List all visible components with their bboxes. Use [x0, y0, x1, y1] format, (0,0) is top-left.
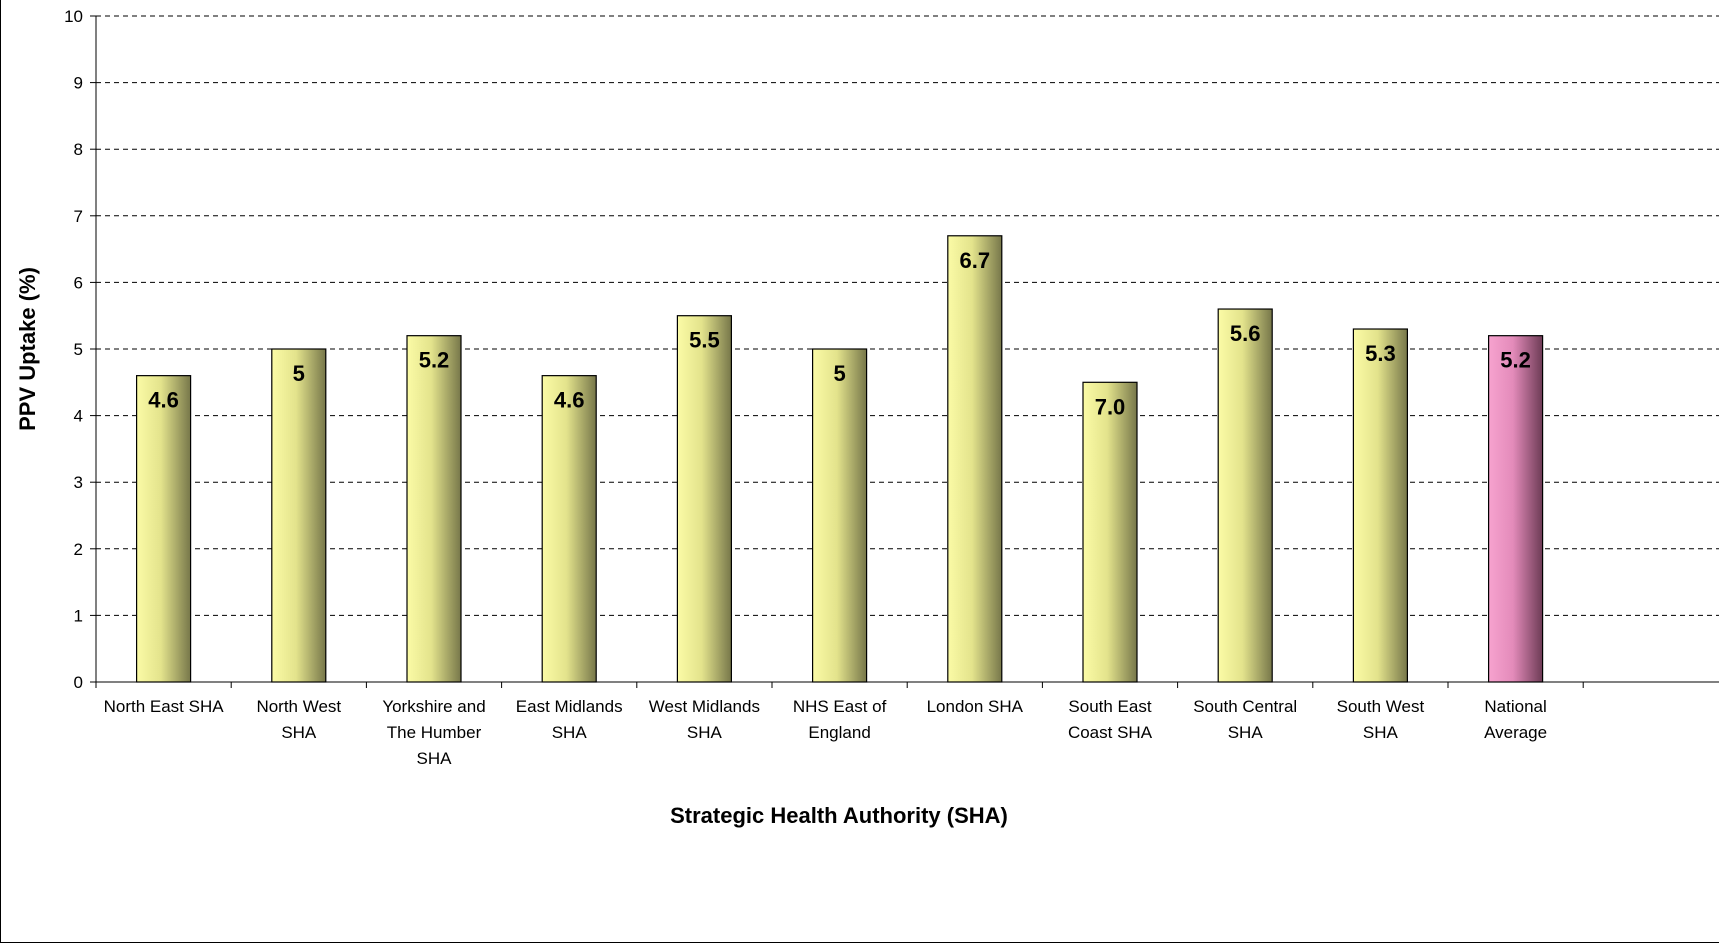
x-category-label: National Average [1484, 697, 1547, 742]
x-category-label: NHS East of England [793, 697, 887, 742]
data-label: 4.6 [148, 388, 179, 413]
x-category-label: Yorkshire and The Humber SHA [382, 697, 485, 768]
y-tick-label: 8 [74, 140, 83, 159]
data-label: 5.6 [1230, 321, 1261, 346]
data-label: 6.7 [960, 248, 991, 273]
x-category-label: North West SHA [256, 697, 341, 742]
x-axis-title: Strategic Health Authority (SHA) [670, 803, 1008, 828]
bar [136, 375, 192, 683]
data-labels: 4.6 5 5.2 4.6 5.5 5 6.7 7.0 5.6 5.3 5.2 [148, 248, 1531, 420]
bar [271, 348, 327, 683]
data-label: 5.5 [689, 328, 720, 353]
bars [136, 235, 1544, 683]
data-label: 5.3 [1365, 341, 1396, 366]
data-label: 5 [833, 361, 845, 386]
data-label: 5.2 [419, 348, 450, 373]
data-label: 4.6 [554, 388, 585, 413]
bar [1352, 328, 1409, 683]
x-category-label: South Central SHA [1193, 697, 1297, 742]
data-label: 5.2 [1500, 348, 1531, 373]
x-category-label: London SHA [927, 697, 1024, 716]
bar [406, 335, 462, 683]
bar [1082, 381, 1138, 683]
bar [811, 348, 868, 683]
axes: 0 1 2 3 4 5 6 7 8 9 10 [64, 7, 1719, 692]
y-tick-label: 5 [74, 340, 83, 359]
y-tick-label: 6 [74, 273, 83, 292]
y-tick-label: 0 [74, 673, 83, 692]
y-tick-label: 4 [74, 407, 83, 426]
bar [676, 315, 733, 683]
y-tick-label: 10 [64, 7, 83, 26]
x-category-label: West Midlands SHA [649, 697, 760, 742]
x-category-label: South East Coast SHA [1068, 697, 1153, 742]
y-axis-title: PPV Uptake (%) [15, 267, 40, 431]
bar [541, 375, 597, 683]
gridlines [96, 15, 1719, 616]
category-labels: North East SHA North West SHA Yorkshire and… [104, 697, 1548, 768]
x-category-label: South West SHA [1337, 697, 1425, 742]
y-tick-label: 1 [74, 606, 83, 625]
y-tick-label: 2 [74, 540, 83, 559]
bar [947, 235, 1003, 683]
bar [1487, 335, 1544, 683]
x-category-label: East Midlands SHA [516, 697, 623, 742]
data-label: 7.0 [1095, 394, 1126, 419]
y-tick-label: 7 [74, 207, 83, 226]
y-tick-label: 9 [74, 74, 83, 93]
bar [1217, 308, 1273, 683]
y-tick-label: 3 [74, 473, 83, 492]
x-category-label: North East SHA [104, 697, 225, 716]
data-label: 5 [293, 361, 305, 386]
